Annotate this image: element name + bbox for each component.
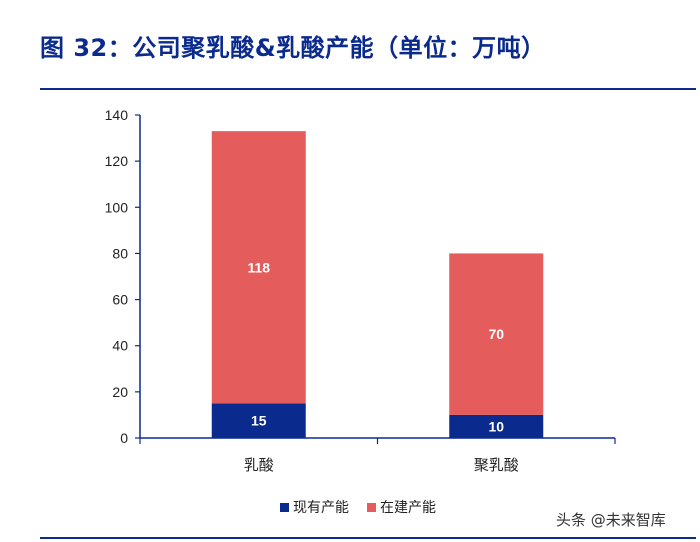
bar-existing	[449, 414, 544, 438]
data-label: 15	[251, 413, 267, 429]
legend-swatch-under-construction	[367, 502, 376, 512]
x-category-label: 聚乳酸	[474, 456, 519, 474]
bar-existing	[211, 403, 306, 438]
bottom-divider	[40, 537, 696, 539]
legend-label-under-construction: 在建产能	[380, 500, 436, 516]
y-tick-label: 100	[105, 199, 129, 215]
bar-under-construction	[211, 131, 306, 404]
watermark: 头条 @未来智库	[556, 509, 666, 530]
y-tick-label: 0	[120, 430, 128, 446]
data-label: 10	[488, 418, 504, 434]
y-tick-label: 140	[105, 107, 129, 123]
y-tick-label: 60	[112, 292, 128, 308]
x-category-label: 乳酸	[244, 456, 274, 474]
legend-item-existing: 现有产能	[280, 497, 349, 517]
legend-label-existing: 现有产能	[293, 500, 349, 516]
y-tick-label: 20	[112, 384, 128, 400]
legend: 现有产能 在建产能	[280, 497, 436, 517]
title-divider	[40, 88, 696, 90]
y-tick-label: 40	[112, 338, 128, 354]
chart-title: 图 32：公司聚乳酸&乳酸产能（单位：万吨）	[40, 34, 546, 62]
data-label: 70	[488, 326, 504, 342]
y-tick-label: 80	[112, 245, 128, 261]
y-tick-label: 120	[105, 153, 129, 169]
watermark-text: 头条 @未来智库	[556, 511, 666, 529]
bar-under-construction	[449, 253, 544, 415]
legend-item-under-construction: 在建产能	[367, 497, 436, 517]
data-label: 118	[247, 259, 270, 275]
legend-swatch-existing	[280, 502, 289, 512]
